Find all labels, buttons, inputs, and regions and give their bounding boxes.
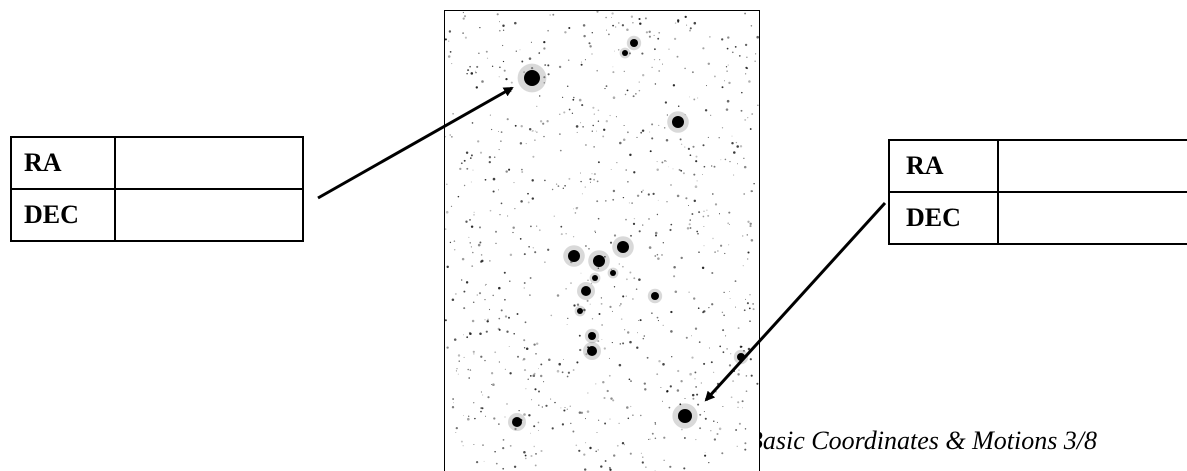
footer-mask [747,426,759,466]
star-field-icon [445,11,759,471]
ra-value-field[interactable] [114,136,304,190]
ra-label: RA [10,136,116,190]
table-row: RA [888,139,1187,193]
arrow-to-lower-star [704,201,887,402]
table-row: DEC [888,191,1187,245]
dec-value-field[interactable] [996,191,1187,245]
table-row: RA [10,136,304,190]
left-coordinate-table: RA DEC [10,136,304,242]
right-coordinate-table: RA DEC [888,139,1187,245]
table-row: DEC [10,188,304,242]
ra-value-field[interactable] [996,139,1187,193]
dec-label: DEC [888,191,999,245]
ra-label: RA [888,139,999,193]
dec-value-field[interactable] [114,188,304,242]
page-footer: Basic Coordinates & Motions 3/8 [747,426,1098,455]
dec-label: DEC [10,188,116,242]
arrow-to-upper-star [317,86,514,200]
